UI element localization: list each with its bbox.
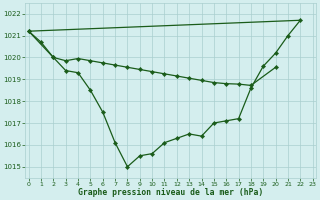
- X-axis label: Graphe pression niveau de la mer (hPa): Graphe pression niveau de la mer (hPa): [78, 188, 263, 197]
